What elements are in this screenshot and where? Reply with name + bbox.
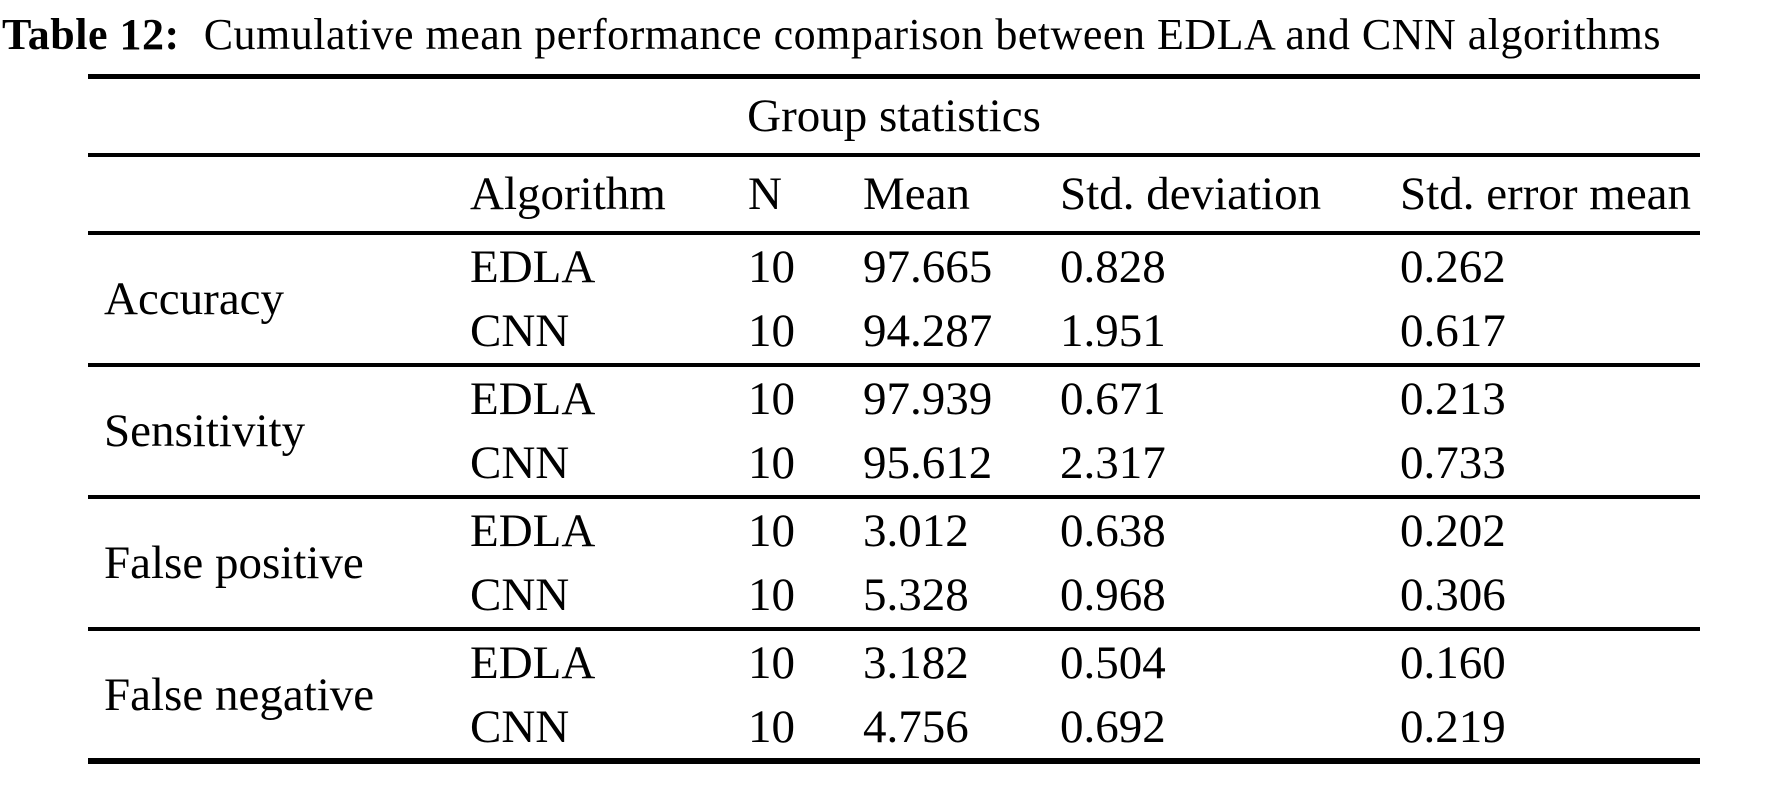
table-row: CNN 10 5.328 0.968 0.306 — [88, 563, 1700, 629]
metric-label-sensitivity: Sensitivity — [104, 405, 306, 457]
table-header: Group statistics Algorithm N Mean Std. d… — [88, 74, 1701, 235]
cell-mean: 5.328 — [863, 569, 969, 621]
cell-mean: 94.287 — [863, 305, 993, 357]
cell-algorithm: CNN — [470, 305, 570, 357]
cell-std-deviation: 0.504 — [1060, 637, 1166, 689]
section-accuracy: Accuracy EDLA 10 97.665 0.828 0.262 CNN … — [88, 233, 1701, 365]
cell-mean: 3.012 — [863, 505, 969, 557]
table-row: False positive EDLA 10 3.012 0.638 0.202 — [88, 497, 1700, 589]
cell-mean: 95.612 — [863, 437, 993, 489]
cell-n: 10 — [748, 505, 795, 557]
cell-mean: 3.182 — [863, 637, 969, 689]
cell-n: 10 — [748, 373, 795, 425]
table-row: Sensitivity EDLA 10 97.939 0.671 0.213 — [88, 365, 1700, 457]
column-header-n: N — [748, 155, 863, 235]
column-header-std-error-mean: Std. error mean — [1400, 155, 1701, 235]
table-caption: Table 12: Cumulative mean performance com… — [0, 0, 1792, 66]
group-header-row: Group statistics — [88, 74, 1701, 157]
column-header-metric — [88, 155, 470, 235]
section-false-negative: False negative EDLA 10 3.182 0.504 0.160… — [88, 629, 1701, 761]
cell-std-deviation: 0.968 — [1060, 569, 1166, 621]
cell-n: 10 — [748, 437, 795, 489]
table-row: CNN 10 4.756 0.692 0.219 — [88, 695, 1700, 761]
group-statistics-table: Group statistics Algorithm N Mean Std. d… — [88, 74, 1701, 764]
cell-n: 10 — [748, 305, 795, 357]
cell-std-error-mean: 0.219 — [1400, 700, 1506, 753]
cell-std-deviation: 0.692 — [1060, 700, 1166, 753]
table-caption-label: Table 12: — [2, 10, 180, 59]
column-header-mean: Mean — [863, 155, 1060, 235]
column-header-algorithm: Algorithm — [470, 155, 748, 235]
cell-n: 10 — [748, 637, 795, 689]
cell-std-deviation: 0.671 — [1060, 373, 1166, 425]
table-caption-text: Cumulative mean performance comparison b… — [203, 10, 1661, 59]
cell-std-error-mean: 0.262 — [1400, 241, 1506, 293]
metric-label-accuracy: Accuracy — [104, 273, 285, 325]
cell-std-deviation: 0.638 — [1060, 505, 1166, 557]
cell-algorithm: CNN — [470, 437, 570, 489]
cell-std-error-mean: 0.617 — [1400, 305, 1506, 357]
cell-std-deviation: 2.317 — [1060, 437, 1166, 489]
cell-std-deviation: 0.828 — [1060, 241, 1166, 293]
column-header-row: Algorithm N Mean Std. deviation Std. err… — [88, 155, 1701, 235]
cell-std-error-mean: 0.202 — [1400, 505, 1506, 557]
column-header-std-deviation: Std. deviation — [1060, 155, 1400, 235]
metric-label-false-positive: False positive — [104, 537, 364, 589]
cell-algorithm: CNN — [470, 700, 570, 753]
table-row: CNN 10 95.612 2.317 0.733 — [88, 431, 1700, 497]
table-row: False negative EDLA 10 3.182 0.504 0.160 — [88, 629, 1700, 721]
cell-std-deviation: 1.951 — [1060, 305, 1166, 357]
table-row: Accuracy EDLA 10 97.665 0.828 0.262 — [88, 233, 1700, 325]
cell-algorithm: EDLA — [470, 241, 596, 293]
section-false-positive: False positive EDLA 10 3.012 0.638 0.202… — [88, 497, 1701, 629]
cell-mean: 97.665 — [863, 241, 993, 293]
cell-mean: 97.939 — [863, 373, 993, 425]
section-sensitivity: Sensitivity EDLA 10 97.939 0.671 0.213 C… — [88, 365, 1701, 497]
cell-std-error-mean: 0.213 — [1400, 373, 1506, 425]
cell-mean: 4.756 — [863, 700, 969, 753]
cell-algorithm: EDLA — [470, 505, 596, 557]
metric-label-false-negative: False negative — [104, 668, 375, 721]
cell-algorithm: EDLA — [470, 637, 596, 689]
group-statistics-header: Group statistics — [88, 74, 1701, 157]
cell-n: 10 — [748, 700, 795, 753]
cell-algorithm: EDLA — [470, 373, 596, 425]
cell-std-error-mean: 0.733 — [1400, 437, 1506, 489]
cell-std-error-mean: 0.160 — [1400, 637, 1506, 689]
table-row: CNN 10 94.287 1.951 0.617 — [88, 299, 1700, 365]
cell-std-error-mean: 0.306 — [1400, 569, 1506, 621]
cell-n: 10 — [748, 241, 795, 293]
cell-n: 10 — [748, 569, 795, 621]
cell-algorithm: CNN — [470, 569, 570, 621]
